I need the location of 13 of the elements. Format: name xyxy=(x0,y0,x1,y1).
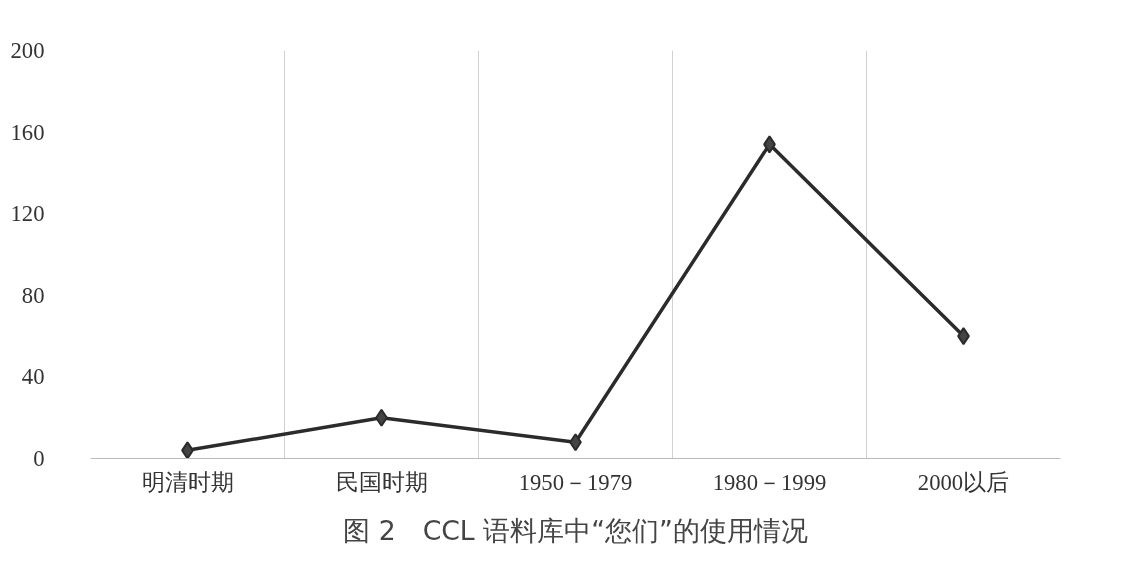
point xyxy=(181,441,194,459)
y-tick-label: 40 xyxy=(21,364,45,390)
x-tick-label: 2000以后 xyxy=(917,469,1010,495)
y-tick-label: 200 xyxy=(10,38,45,63)
y-tick-label: 160 xyxy=(10,119,45,145)
y-tick-label: 120 xyxy=(10,201,45,227)
x-tick-label: 明清时期 xyxy=(141,469,234,495)
text: 图 2 CCL 语料库中“您们”的使用情况 xyxy=(343,514,808,546)
y-tick-label: 80 xyxy=(21,282,45,308)
x-tick-label: 1950－1979 xyxy=(518,469,633,495)
x-tick-label: 民国时期 xyxy=(335,469,428,495)
x-tick-label: 1980－1999 xyxy=(712,469,827,495)
y-tick-label: 0 xyxy=(33,446,45,471)
